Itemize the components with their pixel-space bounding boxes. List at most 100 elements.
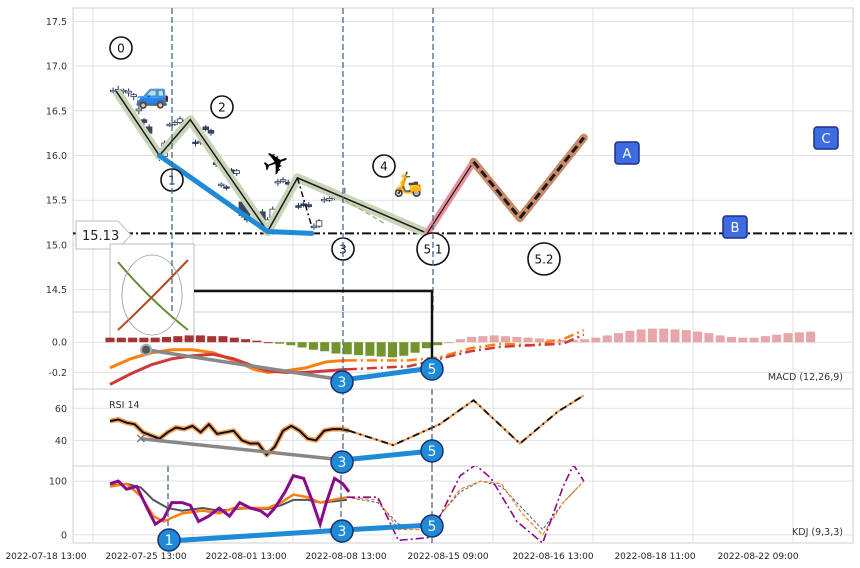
macd-histogram-bar bbox=[647, 328, 657, 343]
y-tick-label: 15.0 bbox=[46, 240, 67, 251]
kdj-point-1 bbox=[157, 528, 181, 552]
macd-histogram-bar bbox=[670, 329, 680, 343]
y-tick-label: 17.5 bbox=[46, 17, 67, 28]
macd-histogram-bar bbox=[184, 335, 194, 343]
rsi-divergence-blue bbox=[342, 448, 433, 463]
inset-oval bbox=[121, 254, 183, 336]
macd-histogram-bar bbox=[433, 342, 443, 346]
price-panel bbox=[73, 85, 853, 238]
y-tick-label: 100 bbox=[49, 477, 67, 488]
candle-down bbox=[223, 186, 230, 189]
macd-histogram-bar bbox=[376, 342, 386, 357]
projection-wave bbox=[472, 160, 522, 220]
macd-histogram-bar bbox=[557, 339, 567, 343]
macd-divergence-start-dot bbox=[140, 343, 153, 356]
macd-histogram-bar bbox=[241, 339, 251, 343]
branch-line bbox=[296, 177, 313, 228]
macd-histogram-bar bbox=[749, 337, 759, 343]
macd-histogram-bar bbox=[455, 339, 465, 343]
wave-label: 4 bbox=[380, 160, 388, 174]
macd-histogram-bar bbox=[794, 332, 804, 343]
wave-label: 0 bbox=[117, 42, 125, 56]
kdj-point-3 bbox=[330, 519, 354, 543]
kdj-j-line bbox=[109, 473, 351, 530]
y-tick-label: 0.0 bbox=[52, 338, 67, 349]
macd-point-3 bbox=[330, 370, 354, 394]
macd-annotations bbox=[140, 343, 433, 383]
macd-histogram-bar bbox=[467, 336, 477, 343]
projection-wave bbox=[518, 136, 585, 220]
macd-histogram-bar bbox=[308, 342, 318, 350]
y-tick-label: -0.2 bbox=[48, 368, 67, 379]
kdj-title: KDJ (9,3,3) bbox=[792, 527, 843, 538]
kdj-point-5-label: 5 bbox=[428, 519, 437, 535]
support-tag bbox=[75, 220, 132, 250]
macd-histogram-bar bbox=[783, 333, 793, 343]
macd-histogram-bar bbox=[139, 337, 149, 343]
scooter-icon: 🛵 bbox=[393, 170, 423, 198]
projection-wave-a bbox=[426, 161, 475, 234]
macd-histogram-bar bbox=[275, 342, 284, 344]
macd-histogram-bar bbox=[195, 335, 205, 343]
wave-label: 5.1 bbox=[423, 243, 442, 257]
macd-histogram-bar bbox=[580, 339, 590, 343]
macd-histogram-bar bbox=[388, 342, 397, 358]
macd-point-3-label: 3 bbox=[338, 375, 347, 391]
y-tick-label: 17.0 bbox=[46, 62, 67, 73]
x-tick-label: 2022-07-18 13:00 bbox=[5, 552, 86, 562]
kdj-j-projection bbox=[346, 466, 585, 543]
macd-histogram-bar bbox=[116, 337, 126, 343]
kdj-point-1-label: 1 bbox=[165, 533, 174, 549]
macd-histogram-bar bbox=[207, 336, 217, 343]
candle-down bbox=[207, 130, 215, 134]
macd-histogram-bar bbox=[320, 342, 330, 352]
candle-down bbox=[305, 204, 312, 207]
rsi-annotations: ✕ bbox=[135, 432, 433, 463]
x-tick-label: 2022-08-16 13:00 bbox=[512, 552, 593, 562]
projection-box-C bbox=[813, 126, 839, 150]
wave-label: 2 bbox=[218, 101, 226, 115]
macd-point-5 bbox=[420, 357, 444, 381]
x-tick-label: 2022-08-22 09:00 bbox=[717, 552, 798, 562]
y-tick-label: 16.5 bbox=[46, 106, 67, 117]
macd-histogram-bar bbox=[229, 337, 239, 343]
macd-divergence-gray bbox=[145, 348, 344, 382]
projection-box-B bbox=[722, 215, 748, 239]
macd-histogram-bar bbox=[286, 342, 296, 346]
macd-histogram-bar bbox=[128, 337, 138, 343]
rsi-panel bbox=[109, 394, 585, 458]
candle-up bbox=[125, 90, 132, 94]
macd-title: MACD (12,26,9) bbox=[768, 372, 843, 383]
rsi-line bbox=[109, 418, 350, 457]
macd-histogram-bar bbox=[602, 335, 612, 343]
macd-histogram-bar bbox=[331, 342, 341, 354]
rsi-title: RSI 14 bbox=[109, 400, 140, 411]
macd-histogram-bar bbox=[342, 342, 352, 355]
macd-histogram-bar bbox=[354, 342, 364, 356]
candle-up bbox=[279, 179, 287, 182]
macd-histogram-bar bbox=[444, 342, 454, 344]
candle-up bbox=[135, 108, 143, 112]
candle-up bbox=[130, 94, 137, 97]
projection-label: B bbox=[731, 221, 740, 236]
rsi-point-3 bbox=[330, 450, 354, 474]
macd-histogram-bar bbox=[523, 337, 533, 343]
correction-line bbox=[156, 153, 315, 236]
macd-histogram-bar bbox=[150, 337, 160, 343]
rsi-divergence-gray bbox=[140, 436, 344, 462]
macd-histogram-bar bbox=[738, 337, 748, 343]
macd-histogram-bar bbox=[421, 342, 431, 349]
candle-down bbox=[295, 205, 302, 208]
macd-histogram-bar bbox=[681, 330, 691, 343]
macd-histogram-bar bbox=[501, 336, 510, 343]
axis-layer: 17.517.016.516.015.515.014.50.0-0.260401… bbox=[5, 17, 798, 562]
macd-histogram-bar bbox=[410, 342, 420, 353]
rsi-divergence-start-mark: ✕ bbox=[135, 432, 147, 448]
macd-histogram-bar bbox=[105, 337, 115, 343]
y-tick-label: 16.0 bbox=[46, 151, 67, 162]
projection-box-A bbox=[614, 141, 640, 165]
macd-histogram-bar bbox=[625, 330, 635, 343]
candle-up bbox=[171, 122, 179, 125]
wave-circle-4 bbox=[372, 154, 396, 178]
